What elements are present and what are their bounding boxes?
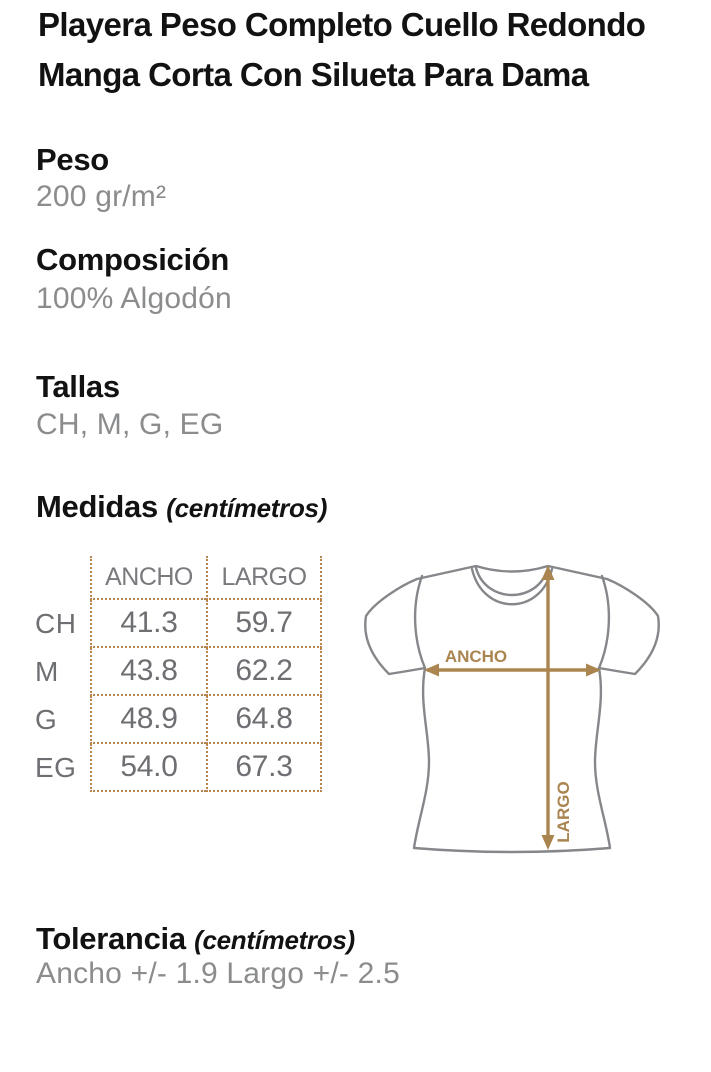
page-title: Playera Peso Completo Cuello Redondo Man… bbox=[38, 0, 698, 100]
tshirt-body-outline bbox=[364, 564, 660, 854]
left-sleeve-seam bbox=[413, 574, 427, 670]
collar-outer-arc bbox=[470, 567, 554, 606]
page-title-line1: Playera Peso Completo Cuello Redondo bbox=[38, 6, 646, 43]
largo-arrow bbox=[541, 565, 555, 850]
tshirt-outline-drawing: ANCHO LARGO bbox=[364, 564, 660, 854]
composicion-value: 100% Algodón bbox=[36, 282, 232, 315]
tolerancia-unit-note: (centímetros) bbox=[194, 925, 355, 955]
peso-heading: Peso bbox=[36, 142, 109, 177]
medidas-heading-text: Medidas bbox=[36, 489, 158, 524]
tolerancia-heading-text: Tolerancia bbox=[36, 921, 186, 956]
row-label-m: M bbox=[35, 656, 59, 687]
ancho-arrow bbox=[424, 663, 601, 677]
cell-m-largo: 62.2 bbox=[206, 648, 322, 696]
ancho-arrow-label: ANCHO bbox=[445, 647, 507, 666]
size-table: ANCHO LARGO CH 41.3 59.7 M 43.8 62.2 G 4… bbox=[35, 556, 322, 792]
medidas-unit-note: (centímetros) bbox=[166, 493, 328, 523]
row-label-eg: EG bbox=[35, 752, 77, 783]
tshirt-measurement-diagram: ANCHO LARGO bbox=[360, 552, 660, 858]
peso-value: 200 gr/m² bbox=[36, 180, 167, 213]
cell-g-largo: 64.8 bbox=[206, 696, 322, 744]
table-corner-cell bbox=[35, 556, 90, 600]
cell-eg-largo: 67.3 bbox=[206, 744, 322, 792]
tallas-value: CH, M, G, EG bbox=[36, 408, 224, 441]
column-header-ancho: ANCHO bbox=[90, 556, 206, 600]
column-header-largo: LARGO bbox=[206, 556, 322, 600]
tallas-heading: Tallas bbox=[36, 369, 120, 404]
right-sleeve-seam bbox=[597, 574, 611, 670]
cell-g-ancho: 48.9 bbox=[90, 696, 206, 744]
medidas-heading: Medidas (centímetros) bbox=[36, 489, 327, 526]
cell-ch-ancho: 41.3 bbox=[90, 600, 206, 648]
row-label-ch: CH bbox=[35, 608, 77, 639]
tolerancia-heading: Tolerancia (centímetros) bbox=[36, 921, 355, 958]
cell-m-ancho: 43.8 bbox=[90, 648, 206, 696]
largo-arrow-label: LARGO bbox=[554, 781, 573, 842]
cell-ch-largo: 59.7 bbox=[206, 600, 322, 648]
tolerancia-value: Ancho +/- 1.9 Largo +/- 2.5 bbox=[36, 957, 400, 990]
composicion-heading: Composición bbox=[36, 242, 230, 277]
page-title-line2: Manga Corta Con Silueta Para Dama bbox=[38, 56, 589, 93]
row-label-g: G bbox=[35, 704, 58, 735]
cell-eg-ancho: 54.0 bbox=[90, 744, 206, 792]
